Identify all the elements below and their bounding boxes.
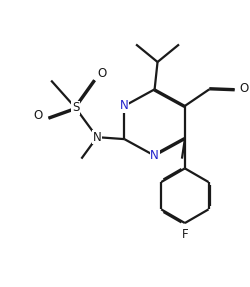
Text: O: O bbox=[97, 67, 106, 80]
Text: S: S bbox=[72, 101, 79, 115]
Text: F: F bbox=[182, 228, 188, 241]
Text: O: O bbox=[34, 109, 43, 122]
Text: N: N bbox=[120, 99, 129, 113]
Text: N: N bbox=[150, 149, 159, 162]
Text: N: N bbox=[93, 131, 102, 144]
Text: O: O bbox=[240, 82, 249, 95]
